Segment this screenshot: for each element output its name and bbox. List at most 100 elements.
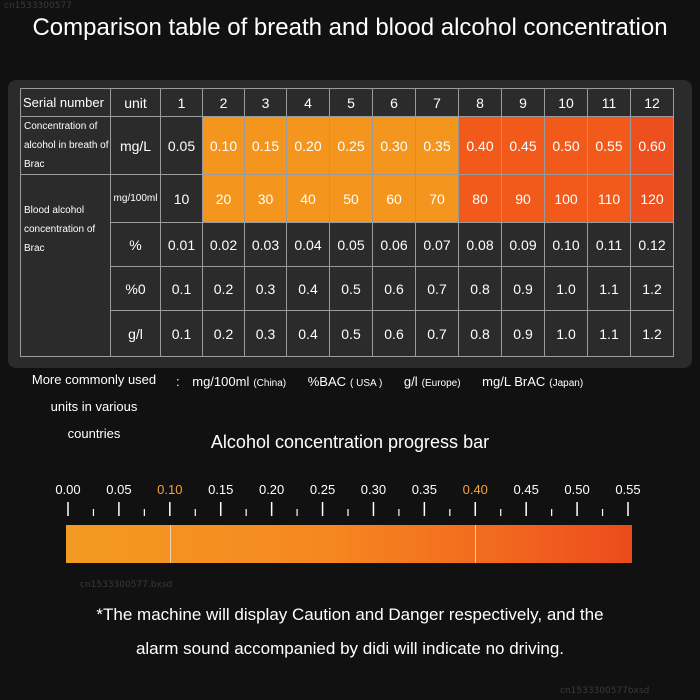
value-cell: 0.7: [415, 310, 459, 357]
value-cell-caution: 0.25: [329, 116, 373, 175]
value-cell-danger: 120: [630, 174, 674, 223]
blood-concentration-label: Blood alcohol concentration of Brac: [20, 174, 111, 357]
table-header-row: Serial number unit 1 2 3 4 5 6 7 8 9 10 …: [20, 88, 674, 117]
value-cell-caution: 40: [286, 174, 330, 223]
comparison-table: Serial number unit 1 2 3 4 5 6 7 8 9 10 …: [20, 88, 674, 357]
value-cell-caution: 30: [244, 174, 287, 223]
value-cell: 0.11: [587, 222, 631, 267]
note-line-2: alarm sound accompanied by didi will ind…: [135, 639, 565, 658]
value-cell: 0.7: [415, 266, 459, 311]
value-cell: 0.01: [160, 222, 203, 267]
value-cell: 0.5: [329, 266, 373, 311]
value-cell: 0.05: [329, 222, 373, 267]
value-cell-danger: 0.60: [630, 116, 674, 175]
value-cell: 0.06: [372, 222, 416, 267]
value-cell: 0.1: [160, 310, 203, 357]
serial-cell: 6: [372, 88, 416, 117]
value-cell: 0.08: [458, 222, 502, 267]
unit-europe: g/l (Europe): [403, 374, 461, 389]
serial-cell: 10: [544, 88, 588, 117]
value-cell-danger: 0.45: [501, 116, 545, 175]
table-row: % 0.01 0.02 0.03 0.04 0.05 0.06 0.07 0.0…: [21, 222, 674, 267]
table-row: Blood alcohol concentration of Brac mg/1…: [20, 174, 674, 357]
value-cell: 1.1: [587, 266, 631, 311]
value-cell: 0.03: [244, 222, 287, 267]
warning-note: *The machine will display Caution and Da…: [0, 598, 700, 666]
watermark: cn1533300577: [4, 1, 72, 11]
serial-cell: 3: [244, 88, 287, 117]
unit-china: mg/100ml (China): [192, 374, 287, 389]
scale-tick-label: 0.55: [615, 482, 640, 497]
unit-cell: mg/100ml: [110, 174, 161, 223]
value-cell: 1.2: [630, 266, 674, 311]
value-cell-danger: 0.50: [544, 116, 588, 175]
table-row: g/l 0.1 0.2 0.3 0.4 0.5 0.6 0.7 0.8 0.9 …: [21, 310, 674, 357]
value-cell: 0.09: [501, 222, 545, 267]
units-colon: :: [176, 374, 180, 389]
serial-cell: 7: [415, 88, 459, 117]
scale-tick-label: 0.25: [310, 482, 335, 497]
alcohol-progress-bar: [66, 525, 632, 563]
value-cell: 0.6: [372, 266, 416, 311]
value-cell-caution: 0.15: [244, 116, 287, 175]
table-row: %0 0.1 0.2 0.3 0.4 0.5 0.6 0.7 0.8 0.9 1…: [21, 266, 674, 311]
progress-scale: 0.00 0.05 0.10 0.15 0.20 0.25 0.30 0.35 0.40 0.45…: [55, 482, 641, 516]
unit-japan: mg/L BrAC (Japan): [482, 374, 584, 389]
unit-header: unit: [110, 88, 161, 117]
value-cell: 0.2: [202, 266, 245, 311]
value-cell: 0.3: [244, 310, 287, 357]
value-cell: 0.12: [630, 222, 674, 267]
progress-threshold-divider: [169, 525, 171, 563]
scale-tick-label: 0.20: [259, 482, 284, 497]
value-cell-caution: 0.30: [372, 116, 416, 175]
value-cell: 1.0: [544, 266, 588, 311]
value-cell: 1.1: [587, 310, 631, 357]
serial-cell: 4: [286, 88, 330, 117]
scale-tick-label: 0.50: [564, 482, 589, 497]
scale-tick-label: 0.40: [463, 482, 488, 497]
serial-cell: 12: [630, 88, 674, 117]
value-cell: 1.0: [544, 310, 588, 357]
value-cell-caution: 50: [329, 174, 373, 223]
value-cell-danger: 0.55: [587, 116, 631, 175]
serial-cell: 5: [329, 88, 373, 117]
table-row: Concentration of alcohol in breath of Br…: [20, 116, 674, 175]
progress-bar-title: Alcohol concentration progress bar: [210, 432, 490, 452]
value-cell-caution: 70: [415, 174, 459, 223]
value-cell: 0.6: [372, 310, 416, 357]
value-cell-danger: 110: [587, 174, 631, 223]
scale-tick-label: 0.05: [106, 482, 131, 497]
value-cell: 0.5: [329, 310, 373, 357]
value-cell: 0.2: [202, 310, 245, 357]
watermark: cn1533300577.bxsd: [80, 580, 173, 590]
value-cell-caution: 20: [202, 174, 245, 223]
value-cell: 0.8: [458, 310, 502, 357]
serial-cell: 8: [458, 88, 502, 117]
value-cell-caution: 60: [372, 174, 416, 223]
value-cell-caution: 0.10: [202, 116, 245, 175]
value-cell: 0.02: [202, 222, 245, 267]
value-cell: 10: [160, 174, 203, 223]
scale-tick-label: 0.35: [412, 482, 437, 497]
units-by-country: : mg/100ml (China) %BAC( USA ) g/l (Europe…: [176, 374, 601, 389]
value-cell: 0.05: [160, 116, 203, 175]
breath-concentration-label: Concentration of alcohol in breath of Br…: [20, 116, 111, 175]
watermark: cn1533300577bxsd: [560, 686, 650, 696]
scale-tick-label: 0.45: [514, 482, 539, 497]
value-cell: 0.1: [160, 266, 203, 311]
unit-cell: mg/L: [110, 116, 161, 175]
progress-threshold-divider: [475, 525, 477, 563]
value-cell-danger: 80: [458, 174, 502, 223]
value-cell-danger: 90: [501, 174, 545, 223]
serial-cell: 11: [587, 88, 631, 117]
value-cell-danger: 100: [544, 174, 588, 223]
unit-cell: %: [110, 222, 161, 267]
scale-tick-label: 0.30: [361, 482, 386, 497]
serial-cell: 2: [202, 88, 245, 117]
scale-tick-label: 0.10: [157, 482, 182, 497]
unit-cell: g/l: [110, 310, 161, 357]
value-cell-caution: 0.20: [286, 116, 330, 175]
note-line-1: *The machine will display Caution and Da…: [96, 605, 604, 624]
units-label: More commonly used units in various coun…: [31, 372, 157, 441]
value-cell: 0.04: [286, 222, 330, 267]
